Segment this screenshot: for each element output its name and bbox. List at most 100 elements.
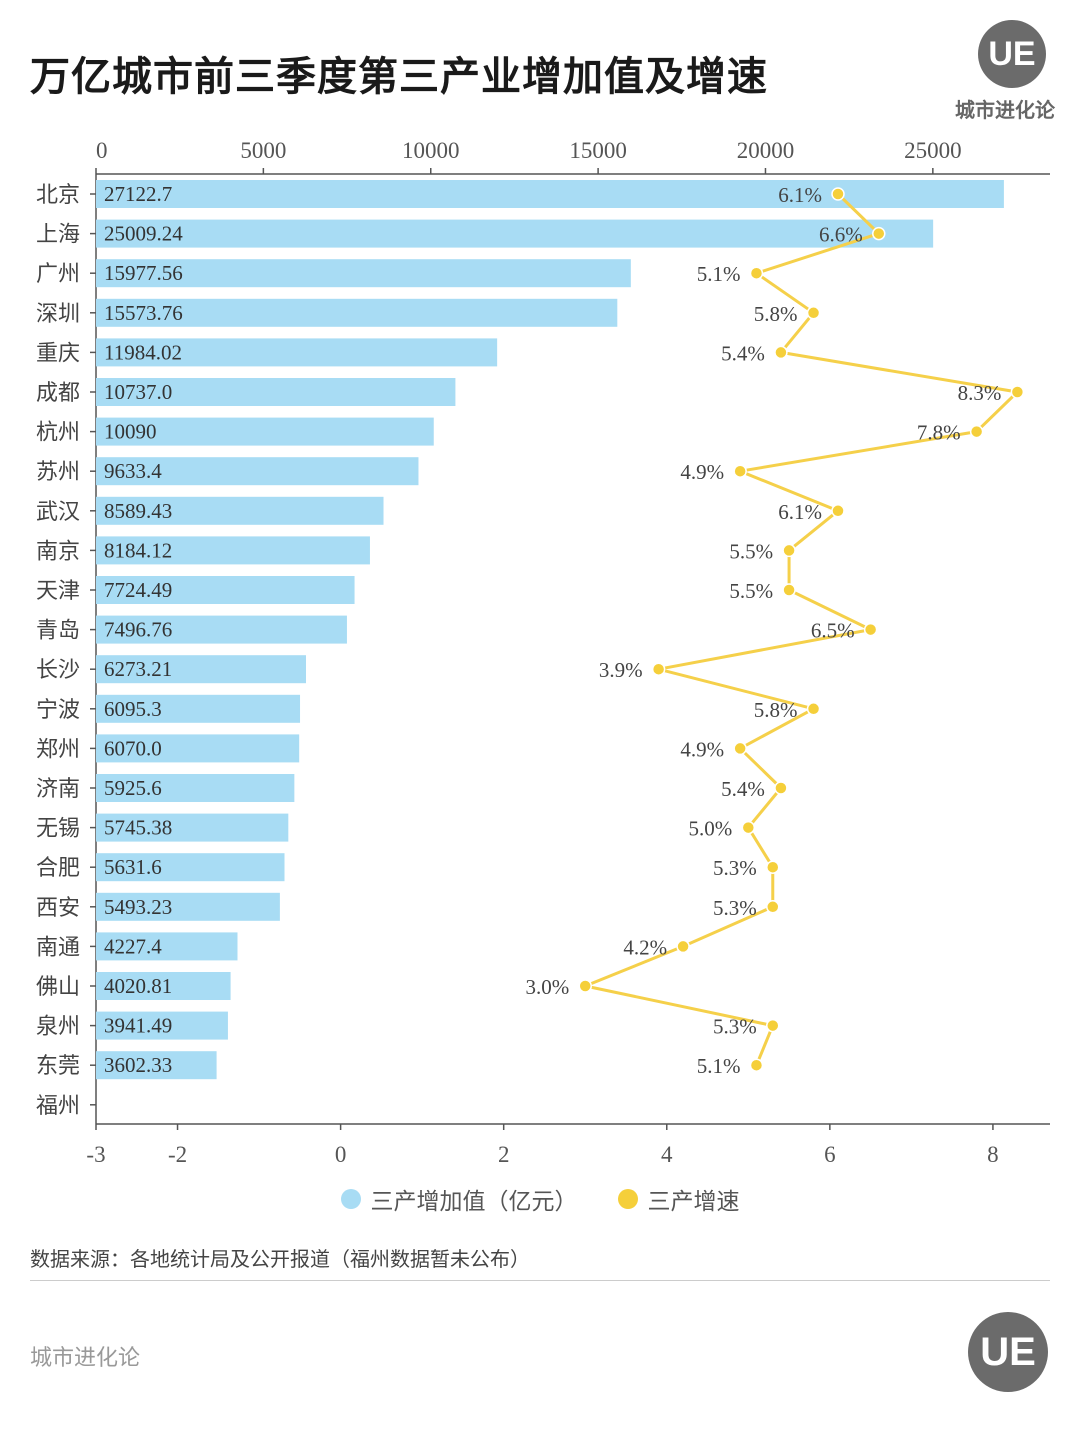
growth-label: 5.8%: [754, 698, 798, 722]
divider: [30, 1280, 1050, 1281]
bottom-axis-tick-label: 4: [661, 1142, 673, 1167]
growth-label: 5.4%: [721, 777, 765, 801]
bottom-axis-tick-label: 2: [498, 1142, 510, 1167]
growth-label: 5.3%: [713, 896, 757, 920]
category-label: 天津: [36, 579, 80, 604]
growth-label: 6.1%: [778, 500, 822, 524]
bar-value-label: 3941.49: [104, 1014, 172, 1038]
growth-point: [782, 583, 796, 597]
bar: [96, 892, 280, 921]
category-label: 郑州: [36, 737, 80, 762]
growth-label: 6.1%: [778, 183, 822, 207]
growth-point: [741, 820, 756, 835]
bar-value-label: 7496.76: [104, 618, 172, 642]
bar: [96, 378, 456, 406]
bottom-axis-tick-label: 6: [824, 1142, 836, 1167]
footer-brand: 城市进化论: [30, 1346, 141, 1371]
top-axis-tick-label: 10000: [402, 138, 460, 163]
category-label: 佛山: [36, 975, 80, 1000]
bar-value-label: 4020.81: [104, 974, 172, 998]
legend-line-label: 三产增速: [647, 1189, 740, 1215]
category-label: 南通: [36, 935, 80, 960]
growth-point: [766, 900, 780, 914]
legend-bar-swatch: [340, 1189, 361, 1209]
category-label: 西安: [36, 896, 80, 921]
bar-value-label: 8589.43: [104, 499, 172, 523]
growth-label: 5.1%: [697, 1054, 741, 1078]
bar: [96, 457, 419, 486]
growth-label: 5.3%: [713, 1015, 757, 1039]
growth-label: 6.5%: [811, 619, 855, 643]
growth-label: 4.2%: [623, 935, 667, 959]
bar-value-label: 5631.6: [104, 855, 162, 879]
bar: [96, 853, 285, 882]
ue-logo-bottom: UE: [968, 1312, 1048, 1392]
category-label: 苏州: [36, 460, 80, 485]
growth-point: [806, 306, 821, 320]
bottom-axis-tick-label: -3: [86, 1142, 105, 1167]
bar-value-label: 6273.21: [104, 657, 172, 681]
category-label: 合肥: [36, 856, 80, 881]
bar: [96, 734, 300, 763]
growth-point: [774, 345, 788, 360]
growth-point: [749, 1058, 764, 1072]
growth-point: [831, 504, 845, 518]
bar-value-label: 5925.6: [104, 776, 162, 800]
bar-value-label: 7724.49: [104, 578, 172, 602]
growth-point: [676, 939, 690, 954]
bar: [96, 1011, 228, 1040]
top-axis-tick-label: 15000: [569, 138, 627, 163]
growth-label: 5.1%: [697, 262, 741, 286]
category-label: 重庆: [36, 341, 80, 366]
bar: [96, 298, 618, 327]
bar-value-label: 5493.23: [104, 895, 172, 919]
growth-label: 5.4%: [721, 341, 765, 365]
bar-value-label: 6095.3: [104, 697, 162, 721]
legend-item-line: 三产增速: [617, 1182, 740, 1216]
bar: [96, 259, 631, 288]
growth-point: [578, 979, 592, 993]
legend-line-swatch: [617, 1189, 638, 1209]
growth-label: 6.6%: [819, 223, 863, 247]
chart-title: 万亿城市前三季度第三产业增加值及增速: [30, 54, 768, 100]
growth-point: [733, 464, 747, 478]
category-label: 长沙: [36, 658, 80, 683]
bar-value-label: 4227.4: [104, 934, 162, 958]
bar-value-label: 10090: [104, 420, 157, 444]
category-label: 武汉: [36, 500, 80, 525]
bar: [96, 576, 355, 604]
growth-point: [969, 424, 984, 439]
bar-value-label: 25009.24: [104, 222, 183, 246]
brand-name: 城市进化论: [955, 98, 1055, 122]
growth-point: [872, 226, 886, 241]
bar: [96, 932, 238, 961]
bar-value-label: 10737.0: [104, 380, 172, 404]
legend-bar-label: 三产增加值（亿元）: [370, 1189, 578, 1215]
legend-item-bar: 三产增加值（亿元）: [340, 1182, 578, 1216]
category-label: 杭州: [36, 421, 80, 446]
growth-label: 7.8%: [917, 421, 961, 445]
growth-point: [1010, 385, 1025, 399]
growth-label: 8.3%: [958, 381, 1002, 405]
top-axis-tick-label: 20000: [737, 138, 795, 163]
bar-value-label: 6070.0: [104, 736, 162, 760]
bottom-axis-tick-label: 8: [987, 1142, 999, 1167]
bar: [96, 536, 370, 565]
bar-value-label: 15573.76: [104, 301, 183, 325]
growth-point: [766, 860, 780, 874]
bar-value-label: 11984.02: [104, 340, 182, 364]
top-axis-tick-label: 25000: [904, 138, 962, 163]
bar: [96, 219, 934, 248]
bottom-axis-tick-label: -2: [168, 1142, 187, 1167]
bar: [96, 972, 231, 1000]
bar: [96, 694, 301, 723]
bar: [96, 496, 384, 525]
category-label: 上海: [36, 223, 80, 248]
category-label: 泉州: [36, 1015, 80, 1040]
bar-value-label: 15977.56: [104, 261, 183, 285]
growth-point: [782, 543, 796, 558]
category-label: 宁波: [36, 698, 80, 723]
bar-value-label: 27122.7: [104, 182, 172, 206]
category-label: 济南: [36, 777, 80, 802]
top-axis-tick-label: 5000: [240, 138, 286, 163]
